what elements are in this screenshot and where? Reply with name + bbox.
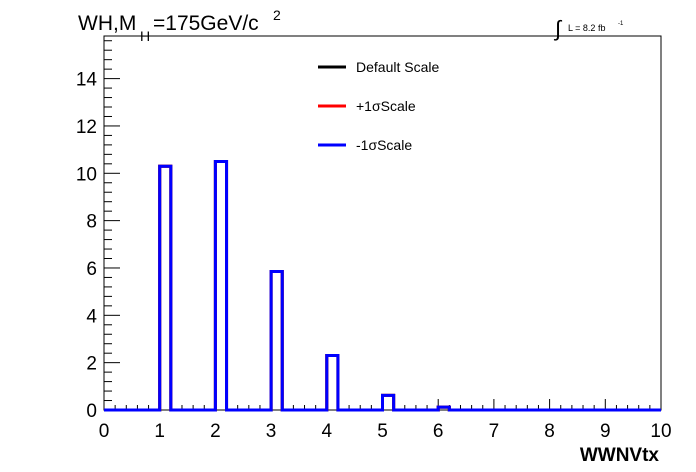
y-tick-label: 2 [86,354,97,375]
x-axis: 0 1 2 3 4 5 6 7 8 9 10 [99,399,672,442]
y-tick-label: 8 [86,212,97,233]
x-tick-label: 7 [489,421,500,442]
y-tick-label: 4 [86,306,97,327]
x-tick-label: 8 [544,421,555,442]
legend: Default Scale +1σScale -1σScale [318,59,439,153]
series-line-2 [104,159,661,412]
x-tick-label: 3 [266,421,277,442]
chart-title: WH,M H =175GeV/c 2 [78,7,281,44]
series-layer [104,159,661,412]
y-axis: 0 2 4 6 8 10 12 14 [76,40,120,422]
luminosity-superscript: -1 [618,21,624,27]
integral-sign: ∫ [553,16,563,41]
luminosity-label: ∫ L = 8.2 fb -1 [553,16,624,41]
title-part1: WH,M [78,12,136,35]
y-tick-label: 6 [86,259,97,280]
title-subscript: H [140,28,150,44]
x-tick-label: 5 [377,421,388,442]
title-superscript: 2 [273,7,281,23]
x-tick-label: 2 [210,421,221,442]
x-tick-label: 0 [99,421,110,442]
x-tick-label: 6 [433,421,444,442]
y-tick-label: 14 [76,70,98,91]
x-tick-label: 1 [154,421,165,442]
y-tick-label: 0 [86,401,97,422]
luminosity-text: L = 8.2 fb [568,23,605,33]
x-tick-label: 10 [650,421,671,442]
series-line-1 [104,159,661,412]
x-tick-label: 4 [322,421,333,442]
legend-label-minus: -1σScale [356,137,412,153]
x-tick-label: 9 [600,421,611,442]
y-tick-label: 10 [76,164,97,185]
y-tick-label: 12 [76,117,97,138]
title-part2: =175GeV/c [153,12,259,35]
legend-label-default: Default Scale [356,59,439,75]
series-line-0 [104,159,661,412]
legend-label-plus: +1σScale [356,98,416,114]
x-axis-label: WWNVtx [580,445,660,466]
plot-frame [103,35,662,411]
